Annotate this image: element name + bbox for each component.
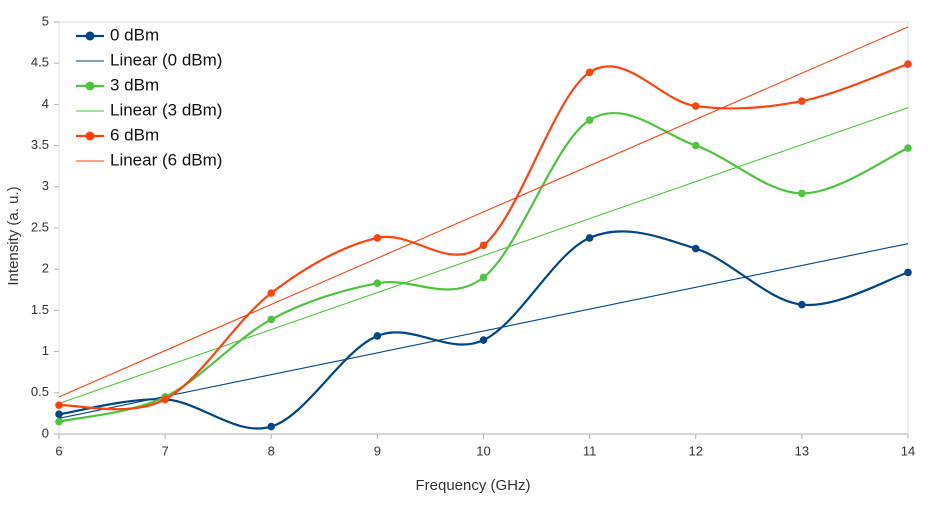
x-tick-label: 14	[901, 443, 915, 458]
legend-marker	[85, 81, 95, 91]
data-point	[479, 241, 488, 250]
trend-line	[58, 243, 909, 419]
data-point	[373, 234, 382, 242]
y-tick-label: 4	[42, 96, 49, 111]
x-tick-label: 10	[476, 443, 490, 458]
data-point	[55, 410, 63, 419]
data-point	[904, 268, 912, 277]
data-point	[267, 315, 276, 324]
legend-label: 6 dBm	[110, 125, 159, 144]
x-tick-label: 12	[689, 443, 703, 458]
y-tick-label: 0	[42, 425, 49, 440]
data-point	[479, 336, 488, 344]
y-tick-label: 3	[42, 178, 49, 193]
trend-line	[58, 26, 909, 398]
plot-frame	[58, 21, 909, 435]
data-point	[691, 244, 700, 253]
y-tick-label: 2	[42, 261, 49, 276]
data-point	[55, 417, 63, 426]
legend-marker	[85, 131, 95, 141]
data-point	[904, 60, 912, 68]
data-point	[691, 141, 700, 150]
legend-label: Linear (3 dBm)	[110, 100, 222, 119]
y-axis-label: Intensity (a. u.)	[5, 186, 22, 285]
data-point	[161, 395, 169, 404]
legend-marker	[85, 31, 95, 41]
data-point	[798, 300, 806, 309]
trend-line	[58, 107, 909, 405]
data-point	[798, 189, 806, 198]
data-line	[58, 111, 909, 423]
x-tick-label: 6	[55, 443, 62, 458]
y-tick-label: 1.5	[31, 302, 49, 317]
data-point	[267, 289, 276, 297]
x-tick-label: 13	[795, 443, 809, 458]
x-tick-label: 7	[162, 443, 169, 458]
y-tick-label: 5	[42, 13, 49, 28]
x-axis-label: Frequency (GHz)	[415, 477, 530, 494]
legend-label: 0 dBm	[110, 25, 159, 44]
data-point	[55, 401, 63, 409]
data-line	[58, 230, 909, 430]
legend-label: Linear (0 dBm)	[110, 50, 222, 69]
data-point	[479, 273, 488, 282]
data-point	[585, 234, 594, 242]
y-tick-label: 0.5	[31, 384, 49, 399]
data-point	[904, 144, 912, 152]
legend-label: Linear (6 dBm)	[110, 150, 222, 169]
y-tick-label: 1	[42, 343, 49, 358]
y-tick-label: 4.5	[31, 55, 49, 70]
y-tick-label: 2.5	[31, 219, 49, 234]
legend-label: 3 dBm	[110, 75, 159, 94]
y-tick-label: 3.5	[31, 137, 49, 152]
data-point	[585, 68, 594, 77]
data-point	[373, 279, 382, 288]
data-point	[267, 422, 276, 431]
data-point	[585, 116, 594, 124]
data-point	[373, 332, 382, 340]
x-tick-label: 8	[268, 443, 275, 458]
x-tick-label: 11	[583, 443, 597, 458]
data-point	[798, 97, 806, 105]
x-tick-label: 9	[374, 443, 381, 458]
data-point	[691, 102, 700, 110]
